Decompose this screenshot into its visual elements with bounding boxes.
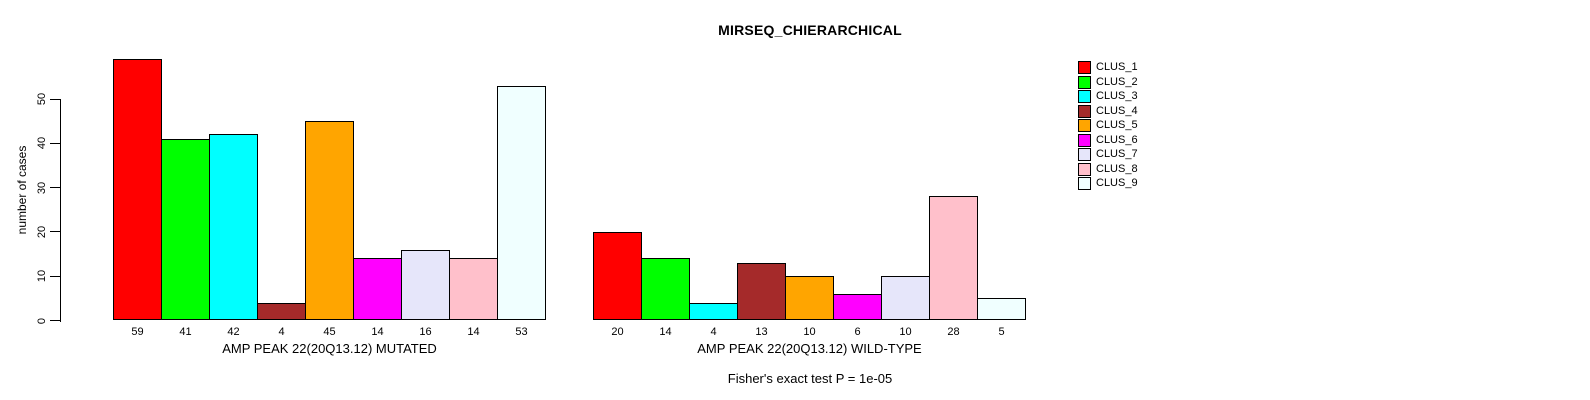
bar-value-label: 14: [371, 326, 384, 338]
legend-swatch: [1078, 177, 1091, 190]
bar: [209, 134, 258, 321]
y-tick: [50, 320, 60, 321]
legend-swatch: [1078, 148, 1091, 161]
legend-swatch: [1078, 133, 1091, 147]
legend-label: CLUS_5: [1096, 119, 1138, 131]
legend-label: CLUS_6: [1096, 133, 1138, 146]
bar-value-label: 10: [803, 326, 816, 338]
legend-swatch: [1078, 104, 1091, 118]
bar-value-label: 41: [179, 326, 192, 338]
legend-label: CLUS_4: [1096, 104, 1138, 117]
bar: [113, 59, 162, 321]
chart-title: MIRSEQ_CHIERARCHICAL: [718, 22, 902, 38]
legend-swatch: [1078, 90, 1091, 103]
bar-value-label: 6: [854, 326, 861, 338]
y-tick: [50, 98, 60, 100]
legend-label: CLUS_7: [1096, 148, 1138, 160]
bar-value-label: 16: [419, 326, 432, 338]
legend-label: CLUS_2: [1096, 75, 1138, 88]
bar: [689, 302, 738, 321]
bar: [881, 276, 930, 321]
y-tick: [50, 187, 60, 189]
y-tick: [50, 142, 60, 144]
bar-value-label: 4: [710, 326, 717, 338]
y-tick-label: 30: [36, 181, 48, 194]
bar: [737, 262, 786, 321]
bar-value-label: 14: [659, 326, 672, 338]
legend-label: CLUS_3: [1096, 90, 1138, 102]
bar: [449, 258, 498, 321]
bar: [833, 293, 882, 321]
bar: [977, 298, 1026, 321]
y-tick: [50, 275, 60, 277]
bar-value-label: 10: [899, 326, 912, 338]
legend-label: CLUS_9: [1096, 177, 1138, 189]
bar: [305, 121, 354, 321]
y-tick-label: 0: [36, 317, 48, 324]
bar: [257, 302, 306, 321]
bar: [353, 258, 402, 321]
bar: [929, 196, 978, 321]
group-x-label: AMP PEAK 22(20Q13.12) MUTATED: [222, 341, 437, 356]
bar-value-label: 20: [611, 326, 624, 338]
bar-value-label: 53: [515, 326, 528, 338]
legend-label: CLUS_1: [1096, 61, 1138, 73]
legend-swatch: [1078, 119, 1091, 132]
y-tick: [50, 231, 60, 233]
legend-label: CLUS_8: [1096, 162, 1138, 175]
y-tick-label: 40: [36, 137, 48, 150]
y-axis-line: [60, 99, 61, 322]
bar: [641, 258, 690, 321]
annotation-text: Fisher's exact test P = 1e-05: [727, 371, 893, 386]
legend-swatch: [1078, 75, 1091, 89]
bar: [785, 276, 834, 321]
bar-value-label: 14: [467, 326, 480, 338]
bar-value-label: 28: [947, 326, 960, 338]
bar-value-label: 42: [227, 326, 240, 338]
bar: [161, 138, 210, 321]
y-tick-label: 50: [36, 92, 48, 106]
bar: [401, 249, 450, 321]
y-tick-label: 20: [36, 225, 48, 239]
group-x-label: AMP PEAK 22(20Q13.12) WILD-TYPE: [697, 341, 922, 356]
bar-value-label: 4: [278, 326, 285, 338]
bar-value-label: 59: [131, 326, 144, 338]
legend-swatch: [1078, 162, 1091, 176]
bar-value-label: 5: [998, 326, 1005, 338]
y-axis-title: number of cases: [15, 145, 29, 235]
legend-swatch: [1078, 61, 1091, 74]
bar-value-label: 45: [323, 326, 336, 338]
bar: [497, 85, 546, 321]
bar: [593, 231, 642, 321]
bar-value-label: 13: [755, 326, 768, 338]
y-tick-label: 10: [36, 270, 48, 283]
